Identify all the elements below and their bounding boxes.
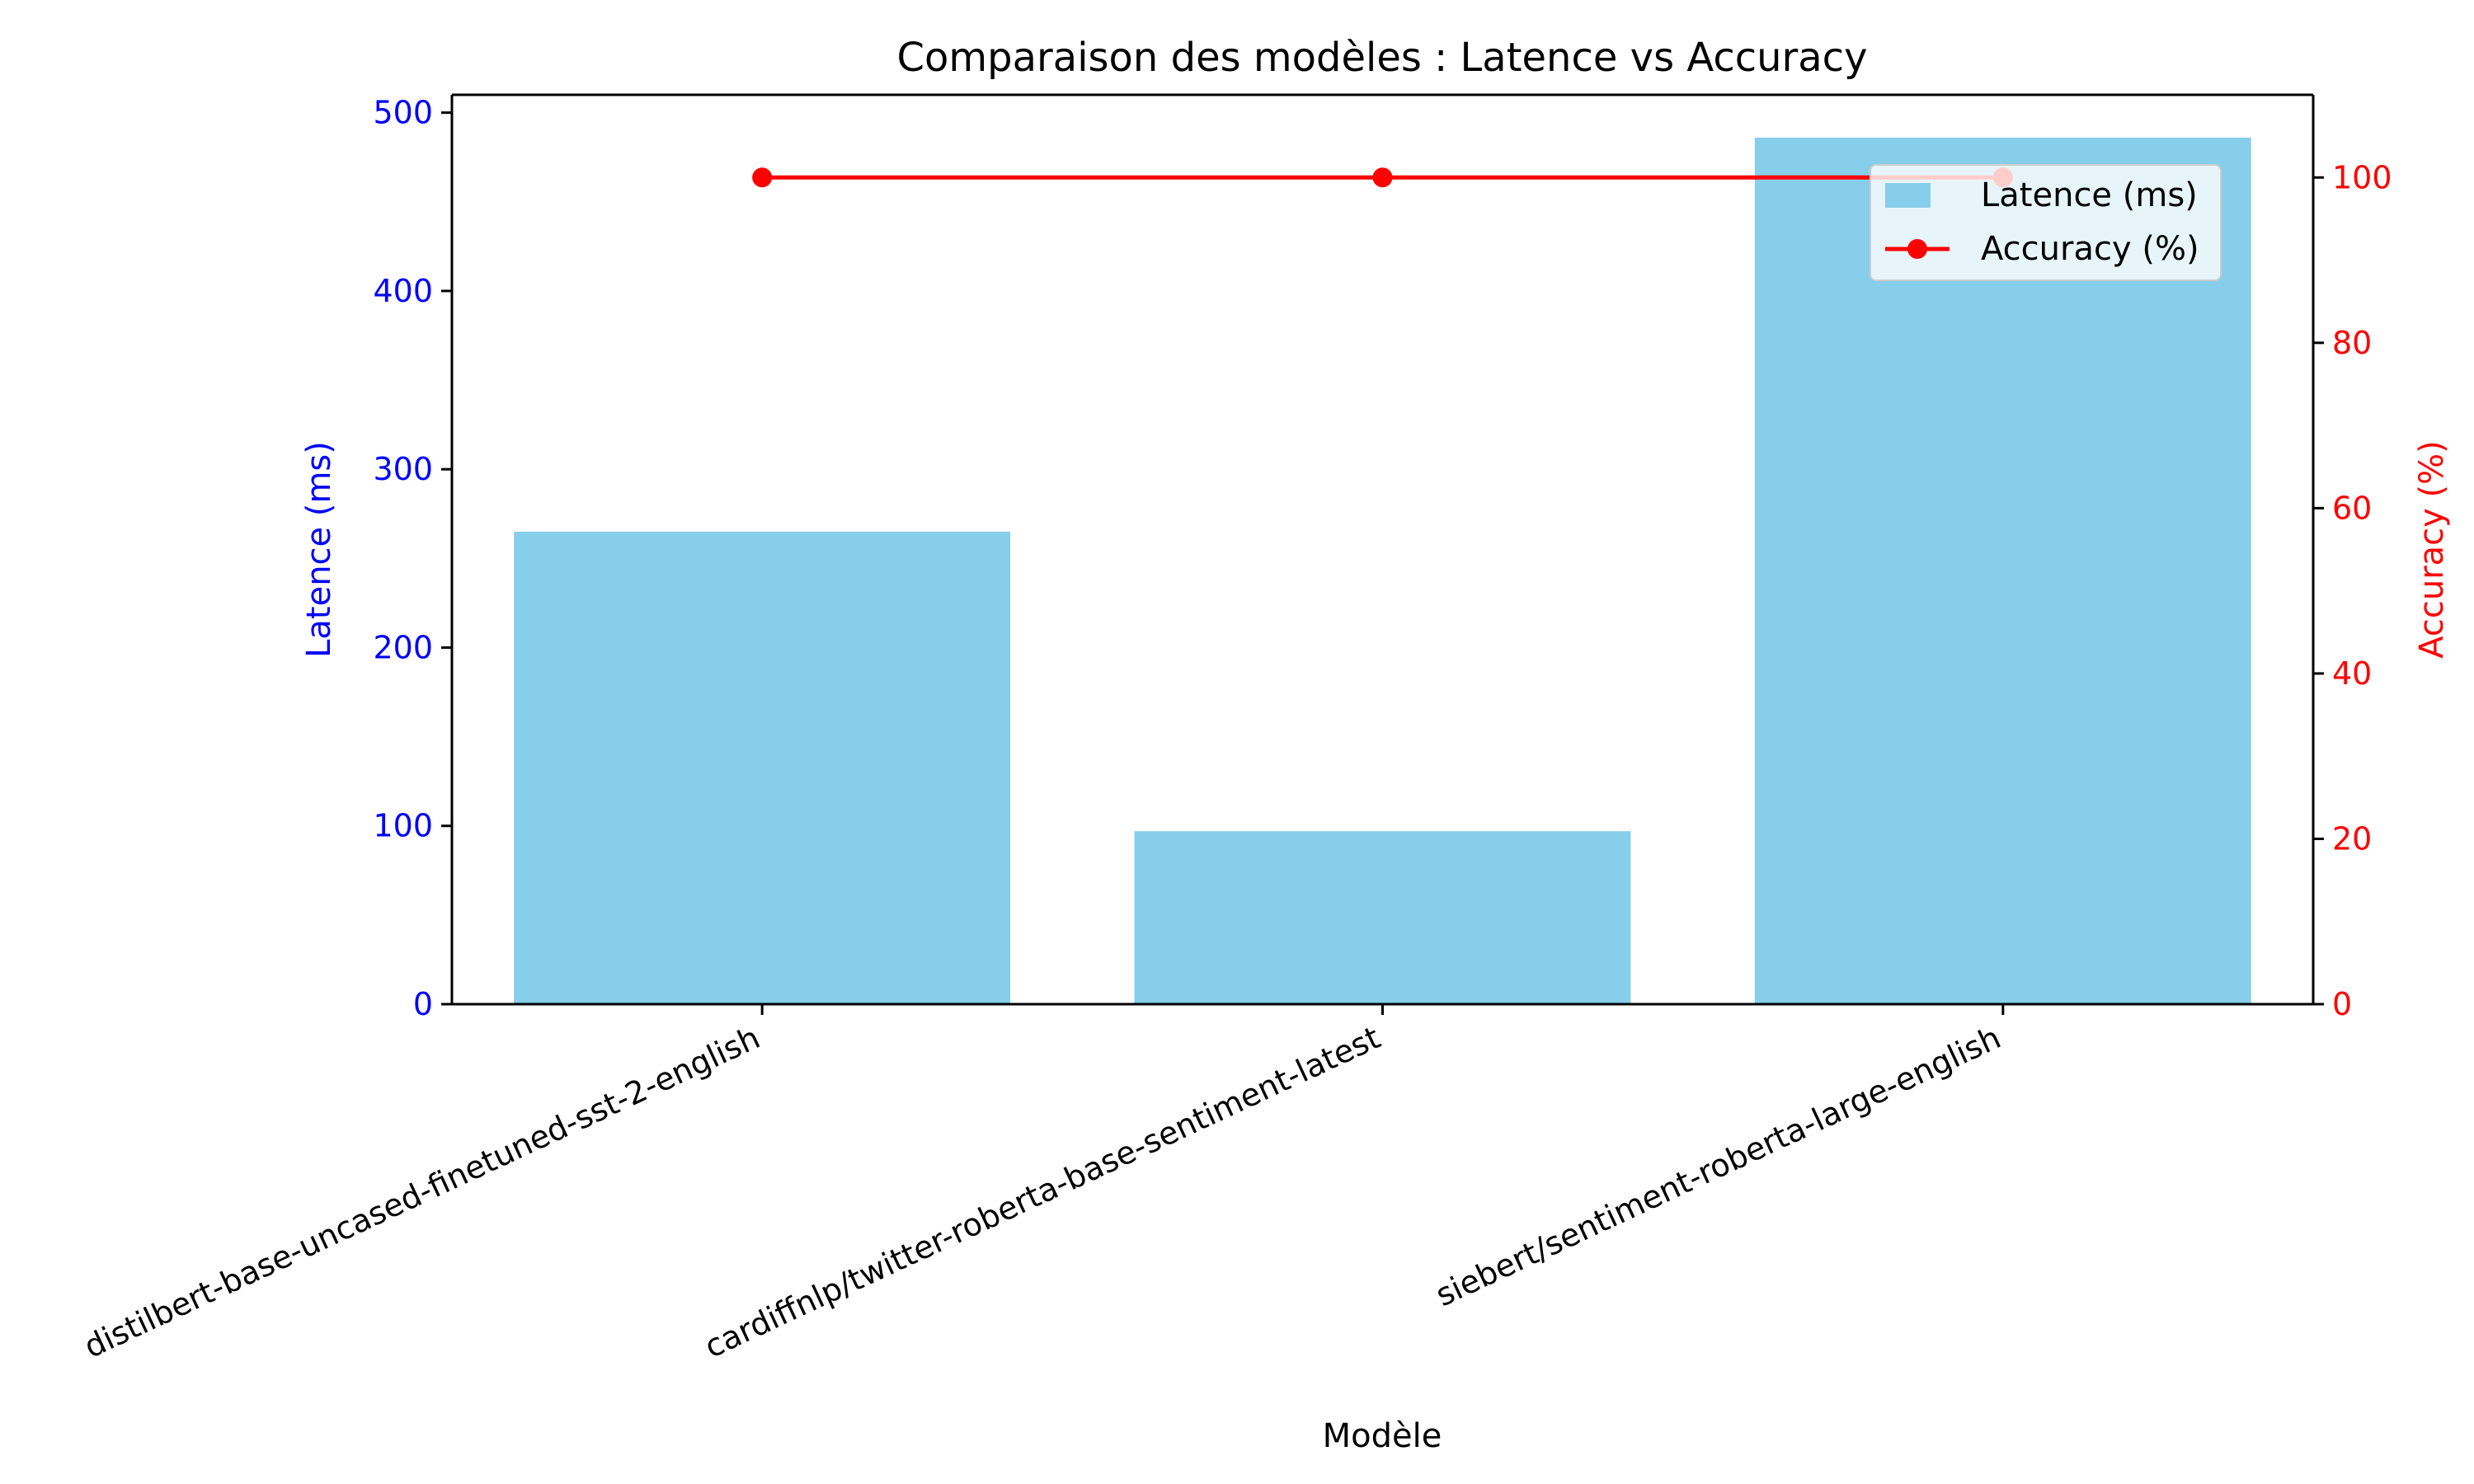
legend-label-latency: Latence (ms) <box>1981 176 2198 214</box>
right-tick-label: 80 <box>2332 325 2372 361</box>
x-axis-label: Modèle <box>1323 1417 1442 1455</box>
left-tick-label: 0 <box>413 986 433 1022</box>
left-tick-label: 200 <box>373 629 433 665</box>
right-axis-label: Accuracy (%) <box>2413 440 2451 659</box>
right-tick-label: 100 <box>2332 159 2392 195</box>
bar-3 <box>1754 137 2251 1004</box>
x-tick-label: siebert/sentiment-roberta-large-english <box>1430 1019 2006 1313</box>
left-tick-label: 500 <box>373 95 433 131</box>
left-tick-label: 300 <box>373 451 433 487</box>
x-tick-label: distilbert-base-uncased-finetuned-sst-2-… <box>78 1019 765 1364</box>
left-tick-label: 100 <box>373 808 433 844</box>
left-tick-label: 400 <box>373 273 433 309</box>
right-tick-label: 40 <box>2332 655 2372 692</box>
accuracy-point-1 <box>752 167 773 188</box>
bars-layer <box>514 137 2251 1004</box>
right-tick-label: 0 <box>2332 986 2352 1022</box>
legend: Latence (ms) Accuracy (%) <box>1870 164 2222 281</box>
accuracy-point-2 <box>1372 167 1393 188</box>
legend-swatch-accuracy-marker <box>1907 239 1927 259</box>
bar-2 <box>1134 831 1631 1004</box>
legend-swatch-latency <box>1885 183 1931 208</box>
legend-box <box>1870 164 2222 281</box>
bar-1 <box>514 531 1011 1004</box>
legend-label-accuracy: Accuracy (%) <box>1981 230 2199 268</box>
right-tick-label: 20 <box>2332 820 2372 857</box>
right-tick-label: 60 <box>2332 490 2372 526</box>
chart-title: Comparaison des modèles : Latence vs Acc… <box>897 35 1868 81</box>
left-axis-label: Latence (ms) <box>300 441 338 658</box>
x-tick-label: cardiffnlp/twitter-roberta-base-sentimen… <box>699 1019 1386 1364</box>
